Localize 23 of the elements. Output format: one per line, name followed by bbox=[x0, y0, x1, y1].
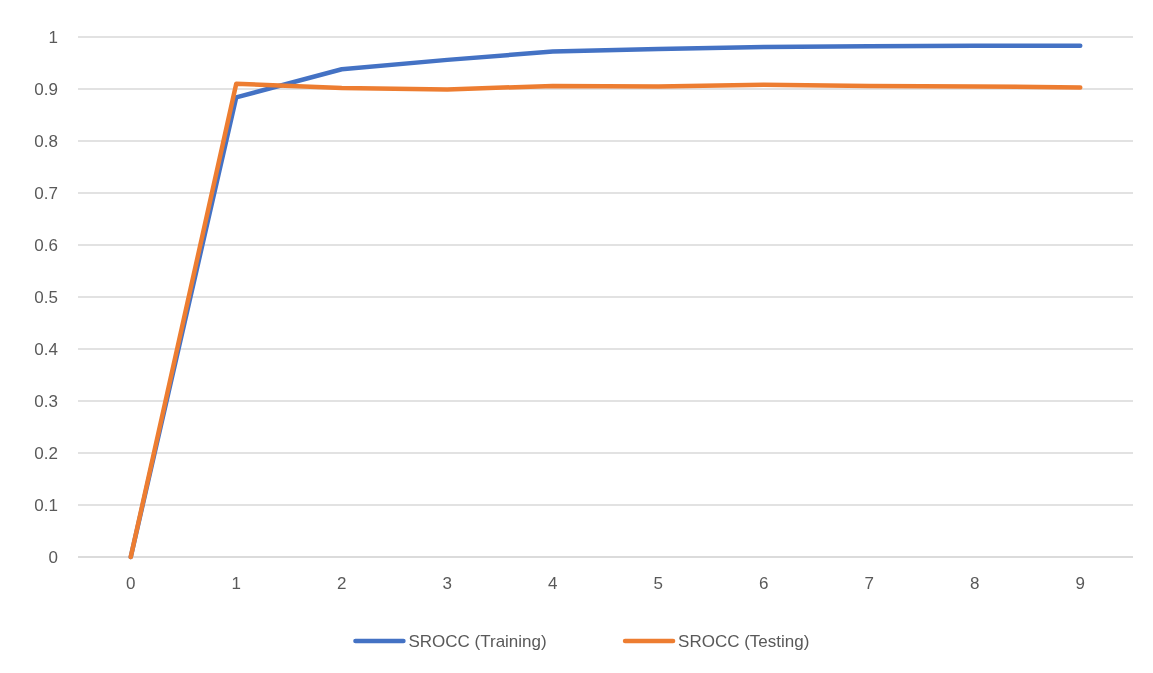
x-tick-label: 7 bbox=[864, 573, 874, 593]
y-tick-label: 0.5 bbox=[34, 287, 58, 307]
legend-label: SROCC (Testing) bbox=[678, 631, 810, 651]
x-tick-label: 0 bbox=[126, 573, 136, 593]
x-tick-label: 1 bbox=[231, 573, 241, 593]
x-tick-label: 5 bbox=[653, 573, 663, 593]
x-tick-label: 2 bbox=[337, 573, 347, 593]
y-tick-label: 0.3 bbox=[34, 391, 58, 411]
y-tick-label: 0.8 bbox=[34, 131, 58, 151]
y-tick-label: 0.1 bbox=[34, 495, 58, 515]
x-tick-label: 6 bbox=[759, 573, 769, 593]
x-tick-label: 4 bbox=[548, 573, 558, 593]
x-tick-label: 3 bbox=[442, 573, 452, 593]
x-tick-label: 8 bbox=[970, 573, 980, 593]
y-tick-label: 1 bbox=[48, 27, 58, 47]
legend-label: SROCC (Training) bbox=[408, 631, 547, 651]
x-tick-label: 9 bbox=[1075, 573, 1085, 593]
y-tick-label: 0.4 bbox=[34, 339, 58, 359]
y-tick-label: 0.2 bbox=[34, 443, 58, 463]
y-tick-label: 0 bbox=[48, 547, 58, 567]
y-tick-label: 0.6 bbox=[34, 235, 58, 255]
y-tick-label: 0.7 bbox=[34, 183, 58, 203]
y-tick-label: 0.9 bbox=[34, 79, 58, 99]
